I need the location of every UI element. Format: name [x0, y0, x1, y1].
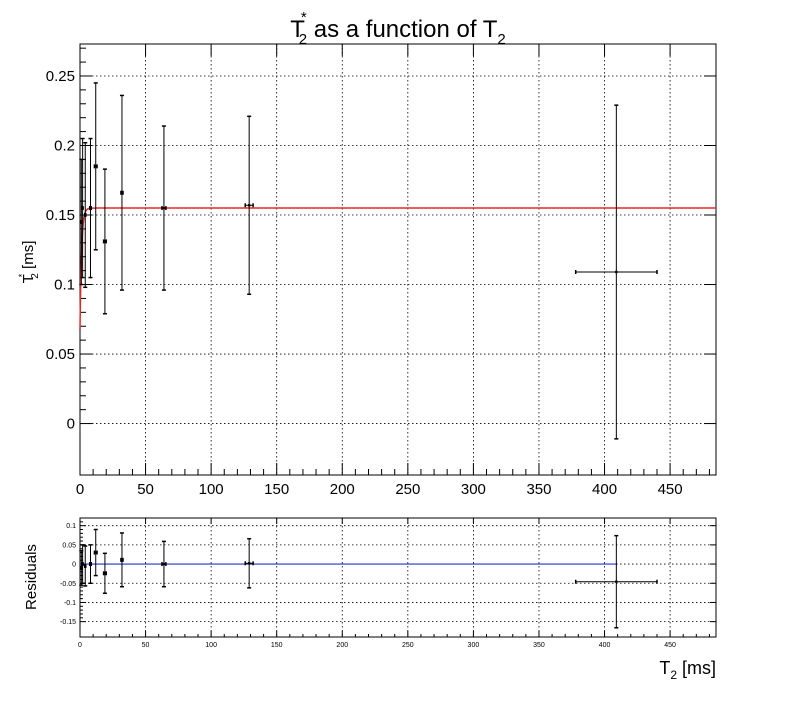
x-tick-label: 150 [271, 642, 283, 649]
data-point [83, 141, 88, 289]
data-point [574, 104, 658, 440]
point-marker [120, 191, 124, 194]
point-marker [94, 165, 97, 168]
point-marker [120, 558, 124, 562]
data-point [102, 552, 107, 594]
x-tick-label: 50 [137, 481, 154, 498]
point-marker [81, 562, 84, 566]
data-point [88, 544, 93, 585]
x-axis-label: T2 [ms] [659, 658, 716, 682]
data-point [119, 532, 124, 588]
x-tick-label: 450 [658, 481, 683, 498]
chart-labels: T* 2 as a function of T2 T* 2 [ms] Residuals… [17, 9, 716, 682]
y-tick-label: 0.2 [54, 137, 75, 154]
y-tick-label: -0.15 [60, 619, 76, 626]
x-tick-label: 100 [205, 642, 217, 649]
x-tick-label: 250 [395, 481, 420, 498]
data-point [80, 137, 85, 279]
y-tick-label: 0.25 [46, 68, 75, 85]
x-tick-label: 300 [461, 481, 486, 498]
y-tick-label: 0.05 [62, 542, 76, 549]
x-tick-label: 200 [336, 642, 348, 649]
data-point [161, 540, 167, 588]
data-point [574, 534, 658, 629]
point-marker [103, 240, 107, 243]
data-point [83, 545, 88, 587]
point-marker [94, 551, 97, 554]
x-tick-label: 50 [142, 642, 150, 649]
point-marker [81, 206, 84, 210]
point-marker [162, 562, 166, 566]
x-tick-label: 350 [533, 642, 545, 649]
x-tick-label: 0 [76, 481, 84, 498]
point-marker [89, 206, 92, 210]
fit-curve [79, 207, 716, 330]
point-marker [84, 213, 87, 217]
point-marker [615, 270, 618, 274]
x-tick-label: 450 [664, 642, 676, 649]
data-point [161, 125, 167, 291]
y-axis-label: T* 2 [ms] [17, 241, 41, 284]
x-tick-label: 400 [592, 481, 617, 498]
data-point [119, 94, 124, 291]
data-point [79, 549, 84, 586]
chart-title: T* 2 as a function of T2 [290, 9, 506, 48]
data-point [93, 528, 98, 577]
point-marker [247, 204, 251, 207]
data-point [102, 168, 107, 315]
point-marker [162, 206, 166, 210]
data-point [244, 537, 254, 589]
x-tick-label: 200 [330, 481, 355, 498]
y-tick-label: -0.1 [64, 600, 76, 607]
x-tick-label: 400 [599, 642, 611, 649]
x-tick-label: 250 [402, 642, 414, 649]
data-point [88, 137, 93, 279]
y-tick-label: -0.05 [60, 581, 76, 588]
x-tick-label: 100 [199, 481, 224, 498]
point-marker [103, 572, 107, 575]
y-tick-label: 0 [67, 416, 75, 433]
point-marker [615, 580, 618, 583]
point-marker [247, 562, 251, 565]
plot-frame [79, 43, 717, 476]
y-tick-label: 0.15 [46, 207, 75, 224]
residuals-plot-panel: 0 50 100 150 200 250 300 350 400 450 -0.15 -0.1 -0.0… [60, 517, 717, 649]
data-point [93, 82, 98, 251]
x-tick-label: 0 [78, 642, 82, 649]
x-tick-label: 300 [468, 642, 480, 649]
point-marker [80, 566, 83, 570]
residuals-y-axis-label: Residuals [23, 544, 40, 610]
data-point [244, 115, 254, 296]
data-point [80, 544, 85, 585]
y-tick-label: 0.1 [66, 523, 76, 530]
point-marker [80, 220, 83, 224]
x-tick-label: 150 [264, 481, 289, 498]
point-marker [84, 564, 87, 568]
y-tick-label: 0 [72, 562, 76, 569]
plot-frame [79, 517, 717, 638]
y-tick-label: 0.1 [54, 277, 75, 294]
main-plot-panel: 0 50 100 150 200 250 300 350 400 450 0 0.05 0.1 0.15 0… [46, 43, 717, 498]
point-marker [89, 562, 92, 566]
x-tick-label: 350 [526, 481, 551, 498]
y-tick-label: 0.05 [46, 346, 75, 363]
